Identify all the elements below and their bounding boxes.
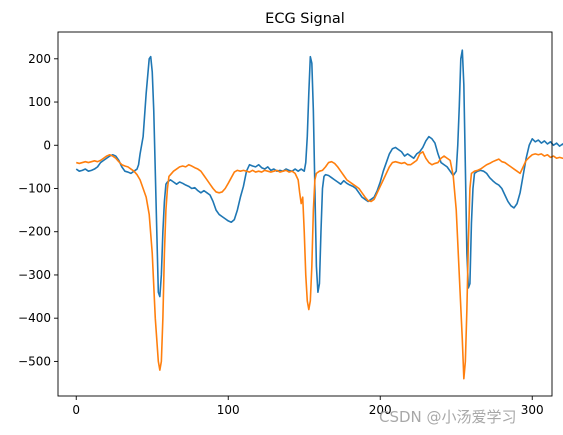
x-tick-label: 300 xyxy=(521,403,544,417)
x-tick-label: 100 xyxy=(217,403,240,417)
y-tick-label: 200 xyxy=(28,52,51,66)
y-tick-label: −200 xyxy=(18,225,51,239)
series-line-2 xyxy=(76,150,563,380)
plot-frame xyxy=(57,31,553,397)
y-tick-label: −300 xyxy=(18,268,51,282)
y-tick-label: 100 xyxy=(28,95,51,109)
series-layer xyxy=(75,49,563,380)
x-tick-label: 0 xyxy=(72,403,80,417)
y-tick-label: 0 xyxy=(43,138,51,152)
plot-area xyxy=(58,32,552,396)
y-tick-label: −100 xyxy=(18,181,51,195)
watermark: CSDN @小汤爱学习 xyxy=(379,408,517,426)
y-tick-label: −400 xyxy=(18,311,51,325)
axes-layer: 01002003004005002001000−100−200−300−400−… xyxy=(18,52,544,417)
series-line-1 xyxy=(75,49,563,298)
x-tick-label: 200 xyxy=(369,403,392,417)
y-tick-label: −500 xyxy=(18,354,51,368)
chart-title: ECG Signal xyxy=(265,11,345,27)
